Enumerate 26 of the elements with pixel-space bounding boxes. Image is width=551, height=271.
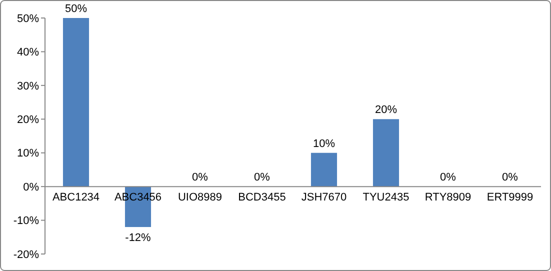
x-tick-label: JSH7670 (301, 192, 347, 204)
bar (310, 152, 338, 187)
y-tick-label: 0% (23, 181, 40, 194)
x-tick-label: TYU2435 (362, 192, 410, 204)
x-tick-label: UIO8989 (178, 192, 222, 204)
y-tick-label: 50% (16, 12, 40, 25)
data-label: 10% (312, 138, 336, 150)
data-label: 0% (254, 172, 270, 184)
bar (372, 119, 400, 187)
data-label: 20% (374, 104, 398, 116)
data-label: -12% (125, 232, 152, 244)
y-tick-label: -10% (13, 215, 40, 228)
y-tick-label: 20% (16, 114, 40, 126)
data-label: 0% (192, 172, 208, 184)
data-label: 50% (64, 3, 88, 15)
y-tick-label: -20% (13, 248, 40, 261)
x-tick-label: BCD3455 (238, 192, 286, 204)
y-tick-label: 10% (16, 148, 40, 160)
data-label: 0% (440, 172, 456, 184)
y-tick-label: 40% (16, 46, 40, 59)
x-tick-label: ABC1234 (52, 192, 100, 204)
y-tick-label: 30% (16, 80, 40, 92)
x-tick-label: ERT9999 (486, 192, 534, 204)
x-tick-label: RTY8909 (424, 192, 472, 204)
data-label: 0% (502, 172, 518, 184)
bar (62, 18, 90, 187)
